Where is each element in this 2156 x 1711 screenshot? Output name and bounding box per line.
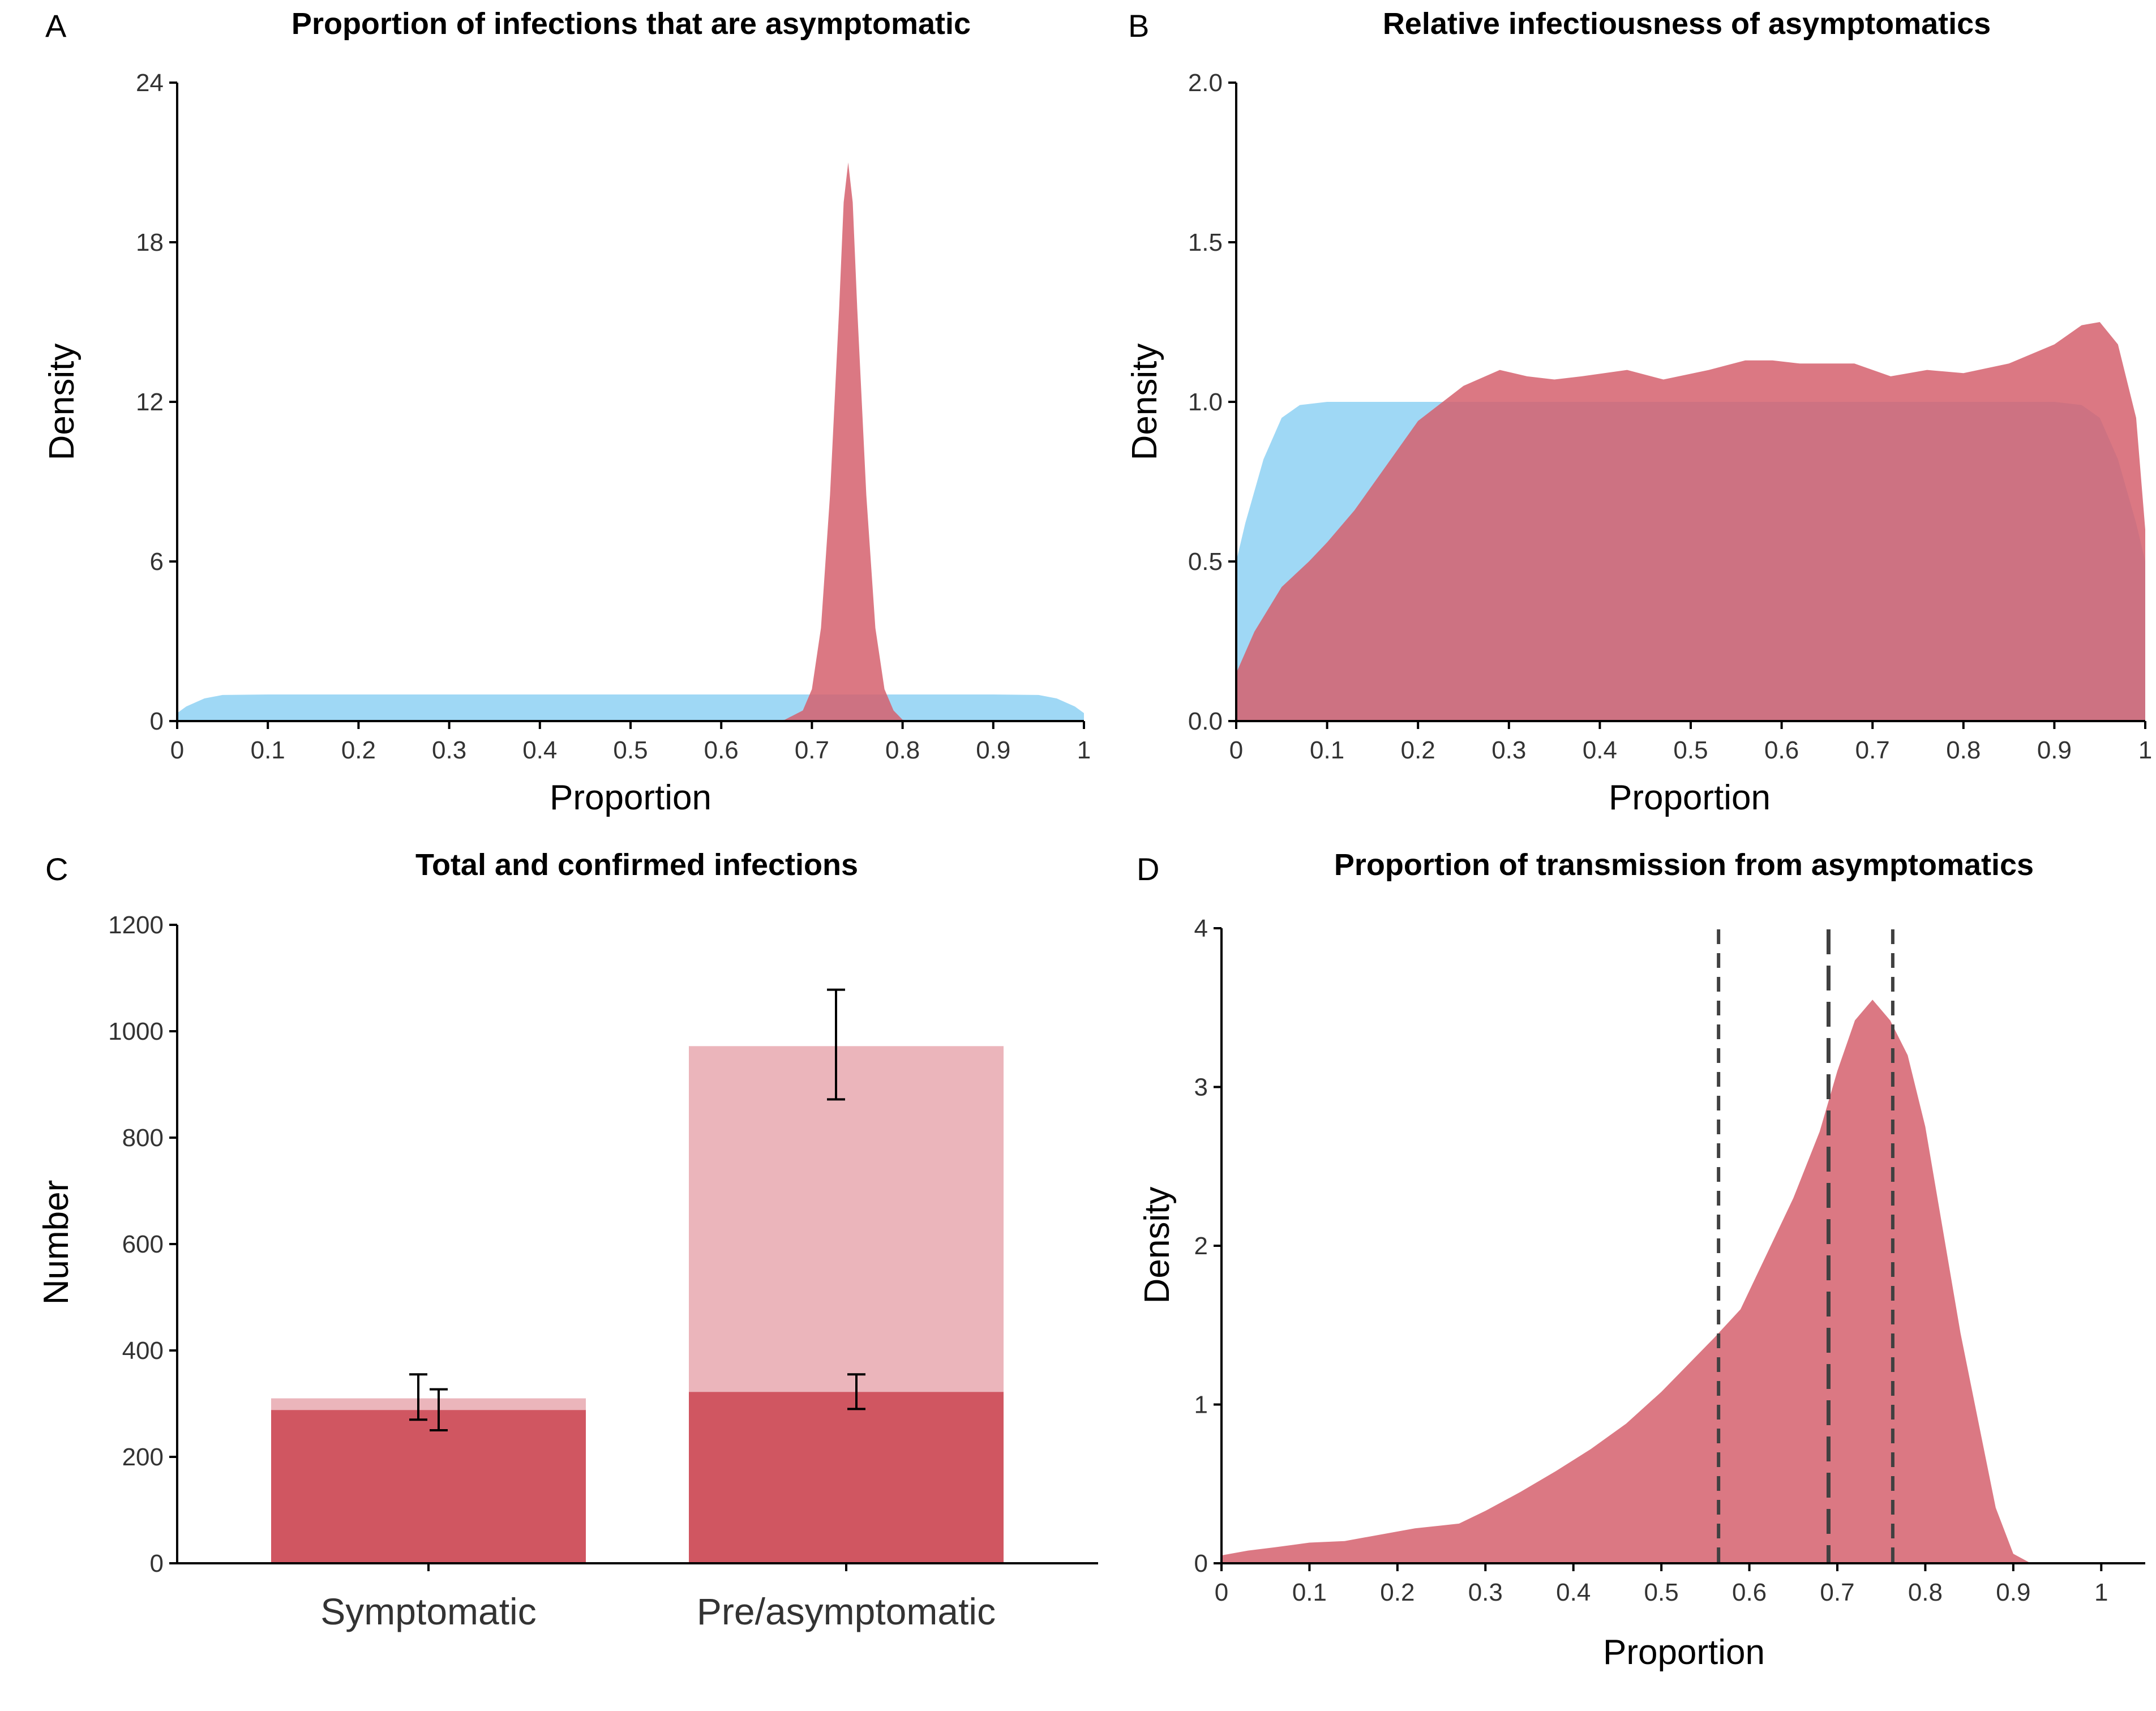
panel-d-title: Proportion of transmission from asymptom…	[1334, 848, 2034, 882]
panel-a-xtick-label: 0.2	[341, 736, 376, 764]
panel-b-xtick-label: 0.4	[1583, 736, 1617, 764]
panel-a-ytick-label: 6	[150, 548, 164, 576]
panel-b-xtick-label: 0.5	[1673, 736, 1708, 764]
panel-a-xtick-label: 0	[170, 736, 184, 764]
panel-c-ytick-label: 0	[150, 1550, 164, 1577]
panel-c-title: Total and confirmed infections	[415, 848, 858, 882]
panel-a-ytick-label: 12	[136, 388, 164, 416]
panel-d-xtick-label: 0.6	[1732, 1579, 1767, 1606]
panel-c-ytick-label: 1000	[108, 1018, 164, 1045]
panel-b-title: Relative infectiousness of asymptomatics	[1383, 7, 1991, 41]
panel-d-density-posterior	[1221, 1000, 2031, 1563]
panel-b-xlabel: Proportion	[1609, 778, 1771, 817]
panel-b-xtick-label: 0.7	[1855, 736, 1890, 764]
panel-d-xtick-label: 0.2	[1380, 1579, 1415, 1606]
panel-b-ytick-label: 0.0	[1188, 707, 1223, 735]
panel-d-ytick-label: 4	[1194, 915, 1208, 942]
panel-d-ticks: 0 0.1 0.2 0.3 0.4 0.5 0.6 0.7 0.8 0.9 1 0 1 2 3 4	[1194, 915, 2108, 1606]
panel-a-xtick-label: 0.1	[251, 736, 285, 764]
panel-d-xtick-label: 0.1	[1292, 1579, 1327, 1606]
panel-b-density-areas	[1236, 322, 2145, 721]
panel-c-ytick-label: 1200	[108, 911, 164, 939]
panel-a-label: A	[45, 8, 67, 44]
panel-b-xtick-label: 0	[1229, 736, 1243, 764]
panel-a-xtick-label: 0.8	[885, 736, 920, 764]
panel-a-ytick-label: 0	[150, 707, 164, 735]
panel-b-xtick-label: 1	[2138, 736, 2152, 764]
panel-d: D Proportion of transmission from asympt…	[1137, 848, 2145, 1672]
panel-d-xtick-label: 0.9	[1996, 1579, 2030, 1606]
panel-d-xtick-label: 0	[1215, 1579, 1228, 1606]
panel-d-xtick-label: 0.5	[1644, 1579, 1679, 1606]
panel-c-ticks: 0 200 400 600 800 1000 1200	[108, 911, 847, 1577]
panel-b-xtick-label: 0.6	[1764, 736, 1799, 764]
panel-d-ytick-label: 2	[1194, 1232, 1208, 1260]
panel-c-errorbar-total	[827, 988, 845, 1101]
panel-d-ytick-label: 0	[1194, 1550, 1208, 1577]
panel-a-ticks: 0 0.1 0.2 0.3 0.4 0.5 0.6 0.7 0.8 0.9 1 0 6 12 18 24	[136, 69, 1091, 764]
panel-a-ylabel: Density	[42, 344, 82, 461]
panel-a-xtick-label: 0.4	[522, 736, 557, 764]
panel-b-ytick-label: 1.0	[1188, 388, 1223, 416]
panel-b-ytick-label: 0.5	[1188, 548, 1223, 576]
panel-b-xtick-label: 0.9	[2037, 736, 2072, 764]
panel-c-bar-confirmed	[271, 1410, 586, 1563]
panel-d-xtick-label: 0.8	[1908, 1579, 1943, 1606]
panel-d-ylabel: Density	[1138, 1187, 1177, 1304]
panel-c-label: C	[45, 851, 68, 887]
panel-b-xtick-label: 0.3	[1491, 736, 1526, 764]
panel-d-ytick-label: 1	[1194, 1391, 1208, 1419]
panel-c-bar-confirmed	[689, 1392, 1004, 1563]
panel-b-ytick-label: 2.0	[1188, 69, 1223, 97]
panel-a-xtick-label: 0.7	[795, 736, 829, 764]
panel-b-xtick-label: 0.8	[1946, 736, 1981, 764]
panel-c-bars	[271, 988, 1004, 1563]
panel-a-ytick-label: 18	[136, 229, 164, 256]
panel-c-category-symptomatic: Symptomatic	[320, 1590, 536, 1632]
panel-b-xtick-label: 0.1	[1310, 736, 1344, 764]
panel-b-ytick-label: 1.5	[1188, 229, 1223, 256]
panel-b-label: B	[1128, 8, 1149, 44]
panel-d-xtick-label: 1	[2094, 1579, 2108, 1606]
panel-c-ytick-label: 800	[122, 1124, 164, 1152]
panel-d-xlabel: Proportion	[1603, 1633, 1765, 1672]
panel-c-errorbar-total	[409, 1373, 427, 1421]
panel-a-xtick-label: 0.6	[704, 736, 739, 764]
panel-a-xtick-label: 0.3	[432, 736, 466, 764]
panel-a-density-prior	[177, 694, 1084, 721]
panel-d-xtick-label: 0.4	[1556, 1579, 1591, 1606]
panel-b-density-posterior	[1236, 322, 2145, 721]
panel-a-xtick-label: 0.9	[976, 736, 1010, 764]
panel-d-dashed-lines	[1717, 929, 1894, 1563]
panel-d-label: D	[1137, 851, 1159, 887]
panel-a-xtick-label: 0.5	[613, 736, 648, 764]
panel-d-xtick-label: 0.3	[1468, 1579, 1503, 1606]
panel-c-category-pre-asymptomatic: Pre/asymptomatic	[697, 1590, 996, 1632]
panel-a-density-posterior	[766, 162, 921, 721]
panel-d-ytick-label: 3	[1194, 1074, 1208, 1101]
panel-c-errorbar-confirmed	[847, 1373, 865, 1410]
panel-a-title: Proportion of infections that are asympt…	[292, 7, 971, 41]
panel-c: C Total and confirmed infections 0 200 400…	[37, 848, 1098, 1632]
panel-c-ylabel: Number	[37, 1180, 76, 1305]
panel-c-ytick-label: 600	[122, 1230, 164, 1258]
panel-a-axes	[176, 83, 1084, 722]
panel-b-ticks: 0 0.1 0.2 0.3 0.4 0.5 0.6 0.7 0.8 0.9 1 0.0 0.5 1.0 1.…	[1188, 69, 2152, 764]
panel-b: B Relative infectiousness of asymptomati…	[1125, 7, 2152, 817]
panel-c-ytick-label: 400	[122, 1337, 164, 1365]
panel-a-xlabel: Proportion	[550, 778, 711, 817]
panel-d-xtick-label: 0.7	[1820, 1579, 1854, 1606]
panel-a-ytick-label: 24	[136, 69, 164, 97]
panel-a: A Proportion of infections that are asym…	[42, 7, 1091, 817]
panel-c-errorbar-confirmed	[430, 1388, 448, 1431]
panel-a-density-areas	[177, 162, 1084, 721]
panel-a-xtick-label: 1	[1077, 736, 1091, 764]
panel-d-density-areas	[1221, 1000, 2031, 1563]
panel-c-ytick-label: 200	[122, 1443, 164, 1471]
panel-b-xtick-label: 0.2	[1401, 736, 1435, 764]
panel-b-ylabel: Density	[1125, 344, 1164, 461]
